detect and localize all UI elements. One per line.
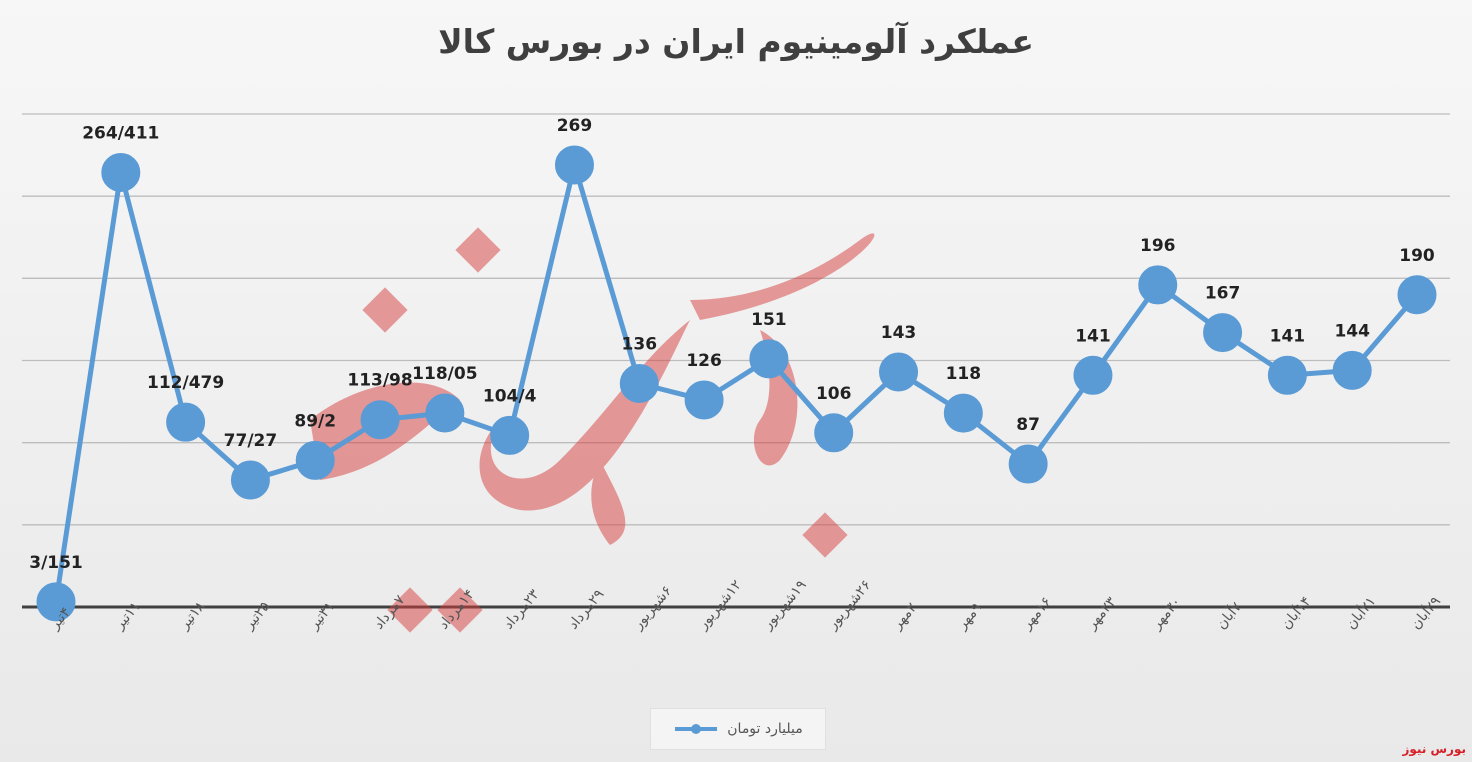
x-tick-label-15: ۱۶مهر	[1018, 594, 1055, 633]
watermark-shape	[591, 460, 626, 545]
data-point-13	[879, 352, 919, 392]
watermark-dot	[455, 227, 501, 273]
x-tick-label-14: ۹مهر	[953, 600, 985, 633]
data-label-17: 196	[1140, 236, 1176, 256]
x-tick-label-4: ۳۱تیر	[305, 599, 338, 634]
data-label-6: 118/05	[412, 364, 477, 384]
series-polyline	[53, 162, 1419, 603]
legend-marker-icon	[675, 724, 718, 734]
data-point-7	[490, 415, 530, 455]
data-point-3	[230, 460, 270, 500]
legend: میلیارد تومان	[650, 708, 826, 750]
data-label-15: 87	[1016, 415, 1040, 435]
data-point-9	[619, 364, 659, 404]
watermark-shape	[479, 320, 690, 511]
x-tick-label-8: ۲۹مرداد	[565, 587, 607, 633]
data-point-12	[814, 413, 854, 453]
x-tick-label-13: ۲مهر	[889, 600, 921, 633]
data-label-18: 167	[1205, 284, 1241, 304]
data-point-11	[749, 339, 789, 379]
series-line	[36, 145, 1437, 622]
data-point-18	[1203, 313, 1243, 353]
data-point-16	[1073, 355, 1113, 395]
x-tick-label-18: ۷آبان	[1213, 598, 1246, 632]
data-point-6	[425, 393, 465, 433]
data-label-21: 190	[1399, 246, 1435, 266]
x-tick-label-11: ۱۹شهریور	[759, 577, 810, 633]
data-label-19: 141	[1270, 326, 1306, 346]
brand-label: بورس نیوز	[1402, 742, 1466, 756]
x-tick-label-1: ۱۱تیر	[111, 599, 144, 634]
data-point-20	[1332, 350, 1372, 390]
data-point-15	[1008, 444, 1048, 484]
x-tick-label-19: ۱۴آبان	[1277, 593, 1314, 633]
x-tick-label-20: ۲۱آبان	[1342, 593, 1379, 633]
data-label-10: 126	[686, 351, 722, 371]
watermark-shape	[690, 233, 875, 320]
data-point-21	[1397, 275, 1437, 315]
legend-label: میلیارد تومان	[727, 721, 803, 737]
data-point-10	[684, 380, 724, 420]
data-label-13: 143	[881, 323, 917, 343]
x-tick-label-2: ۱۸تیر	[176, 598, 209, 633]
data-point-4	[295, 440, 335, 480]
data-point-2	[166, 402, 206, 442]
data-labels: 3/151 264/411 112/479 77/27 89/2 113/98 118/05…	[29, 116, 1435, 573]
data-point-19	[1267, 355, 1307, 395]
x-tick-label-7: ۲۳مرداد	[500, 586, 543, 632]
data-point-8	[554, 145, 594, 185]
data-label-1: 264/411	[82, 123, 159, 143]
watermark-dot	[362, 287, 408, 333]
data-label-14: 118	[946, 364, 982, 384]
x-tick-label-17: ۳۰مهر	[1148, 594, 1185, 633]
data-point-0	[36, 582, 76, 622]
data-label-11: 151	[751, 310, 787, 330]
data-label-5: 113/98	[347, 371, 412, 391]
x-tick-label-12: ۲۶شهریور	[824, 577, 875, 633]
x-tick-label-21: ۲۹آبان	[1407, 593, 1444, 633]
watermark-dot	[802, 512, 848, 558]
data-label-0: 3/151	[29, 553, 83, 573]
data-label-2: 112/479	[147, 373, 224, 393]
data-point-1	[101, 152, 141, 192]
data-point-17	[1138, 265, 1178, 305]
data-point-14	[943, 393, 983, 433]
data-point-5	[360, 400, 400, 440]
x-tick-label-3: ۲۵تیر	[241, 599, 274, 634]
data-label-3: 77/27	[224, 431, 278, 451]
chart-title: عملکرد آلومینیوم ایران در بورس کالا	[438, 22, 1034, 61]
x-tick-label-16: ۲۳مهر	[1083, 594, 1120, 634]
data-label-7: 104/4	[483, 386, 537, 406]
data-label-20: 144	[1334, 321, 1370, 341]
data-label-12: 106	[816, 384, 852, 404]
data-label-4: 89/2	[294, 411, 336, 431]
x-tick-label-10: ۱۲شهریور	[694, 577, 745, 633]
data-label-9: 136	[622, 335, 658, 355]
data-label-8: 269	[557, 116, 593, 136]
gridlines	[22, 113, 1450, 609]
data-label-16: 141	[1075, 326, 1111, 346]
